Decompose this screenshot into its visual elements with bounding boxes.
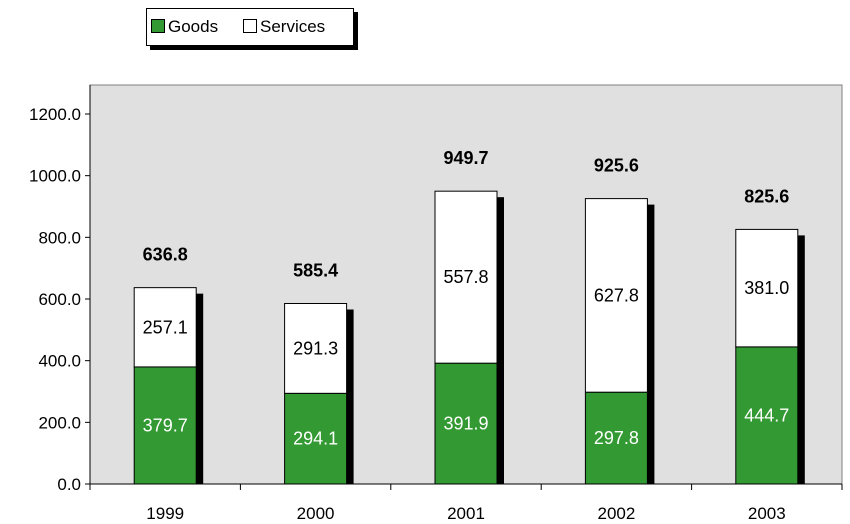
data-label-services: 381.0 bbox=[744, 278, 789, 298]
data-label-total: 949.7 bbox=[443, 148, 488, 168]
data-label-total: 825.6 bbox=[744, 186, 789, 206]
bar-goods bbox=[434, 362, 498, 485]
x-tick-label: 2002 bbox=[597, 504, 635, 523]
data-label-goods: 379.7 bbox=[143, 415, 188, 435]
data-label-goods: 294.1 bbox=[293, 429, 338, 449]
data-label-services: 257.1 bbox=[143, 317, 188, 337]
legend: Goods Services bbox=[146, 8, 354, 46]
legend-label-goods: Goods bbox=[168, 17, 219, 36]
x-tick-label: 2000 bbox=[297, 504, 335, 523]
bar-goods bbox=[133, 366, 197, 485]
data-label-goods: 391.9 bbox=[443, 414, 488, 434]
y-tick-label: 0.0 bbox=[57, 475, 81, 494]
data-label-goods: 444.7 bbox=[744, 405, 789, 425]
data-label-total: 925.6 bbox=[594, 156, 639, 176]
legend-label-services: Services bbox=[260, 17, 326, 36]
y-tick-label: 200.0 bbox=[38, 413, 81, 432]
bar-services bbox=[133, 287, 197, 368]
x-tick-label: 2001 bbox=[447, 504, 485, 523]
bar-services bbox=[284, 303, 348, 394]
x-tick-label: 2003 bbox=[748, 504, 786, 523]
legend-item-goods: Goods bbox=[151, 18, 218, 36]
bar-goods bbox=[584, 391, 648, 485]
data-label-services: 627.8 bbox=[594, 285, 639, 305]
data-label-services: 291.3 bbox=[293, 338, 338, 358]
bar-services bbox=[584, 198, 648, 393]
y-tick-label: 400.0 bbox=[38, 352, 81, 371]
x-tick-label: 1999 bbox=[146, 504, 184, 523]
legend-swatch-services bbox=[243, 19, 257, 33]
data-label-total: 636.8 bbox=[143, 245, 188, 265]
legend-item-services: Services bbox=[243, 18, 325, 36]
y-tick-label: 1000.0 bbox=[29, 167, 81, 186]
y-tick-label: 800.0 bbox=[38, 228, 81, 247]
data-label-services: 557.8 bbox=[443, 267, 488, 287]
bar-services bbox=[434, 190, 498, 364]
y-tick-label: 1200.0 bbox=[29, 105, 81, 124]
bar-services bbox=[735, 228, 799, 348]
bar-goods bbox=[284, 392, 348, 485]
y-tick-label: 600.0 bbox=[38, 290, 81, 309]
bar-goods bbox=[735, 346, 799, 485]
data-label-total: 585.4 bbox=[293, 261, 338, 281]
legend-swatch-goods bbox=[151, 19, 165, 33]
data-label-goods: 297.8 bbox=[594, 428, 639, 448]
